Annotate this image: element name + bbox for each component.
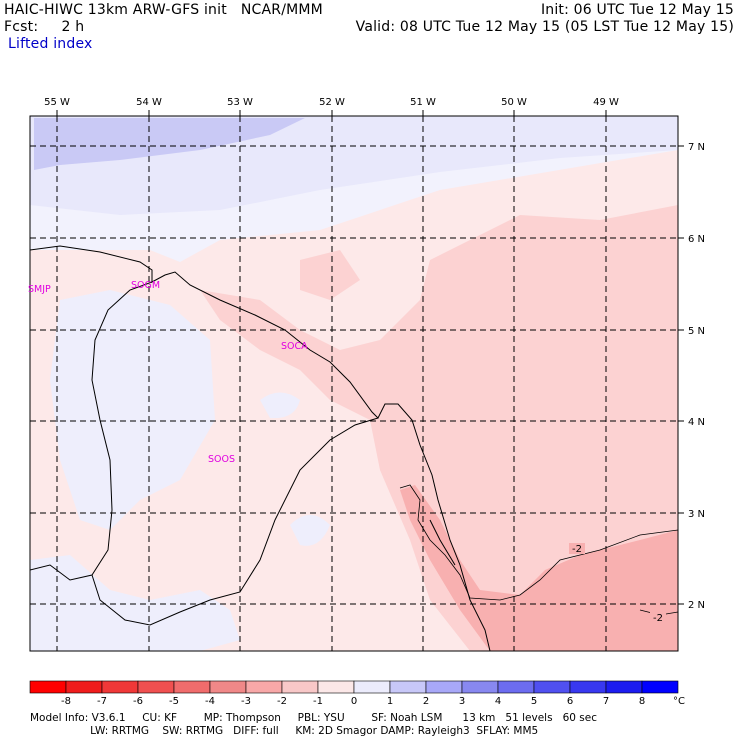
station-label-soca: SOCA xyxy=(281,341,308,352)
station-label-sogm: SOGM xyxy=(131,280,160,291)
legend-tick: -7 xyxy=(97,696,107,707)
lon-label: 51 W xyxy=(410,97,436,108)
legend-tick-labels: -8 -7 -6 -5 -4 -3 -2 -1 0 1 2 3 4 5 6 7 … xyxy=(61,696,685,707)
latitude-labels: 7 N 6 N 5 N 4 N 3 N 2 N xyxy=(688,142,705,611)
legend-swatch xyxy=(29,680,67,694)
legend-swatch xyxy=(101,680,139,694)
lat-label: 2 N xyxy=(688,600,705,611)
legend-colorbar xyxy=(29,680,679,694)
legend-tick: -3 xyxy=(241,696,251,707)
legend-swatch xyxy=(497,680,535,694)
lat-label: 3 N xyxy=(688,509,705,520)
legend-swatch xyxy=(425,680,463,694)
legend-tick: -2 xyxy=(277,696,287,707)
legend-tick: 3 xyxy=(459,696,465,707)
legend-swatch xyxy=(281,680,319,694)
lon-label: 55 W xyxy=(44,97,70,108)
legend-swatch xyxy=(389,680,427,694)
legend-tick: 0 xyxy=(351,696,357,707)
legend-swatch xyxy=(605,680,643,694)
legend-swatch xyxy=(137,680,175,694)
map-frame xyxy=(29,115,679,652)
contour-label: -2 xyxy=(653,613,663,624)
legend-tick: -5 xyxy=(169,696,179,707)
legend-swatch xyxy=(209,680,247,694)
lat-label: 5 N xyxy=(688,326,705,337)
field-name: Lifted index xyxy=(8,36,93,52)
legend-tick: 1 xyxy=(387,696,393,707)
lat-label: 6 N xyxy=(688,234,705,245)
legend-tick: -6 xyxy=(133,696,143,707)
legend-swatch xyxy=(353,680,391,694)
station-labels: SMJP SOGM SOCA SOOS xyxy=(28,280,308,465)
legend-swatch xyxy=(173,680,211,694)
lon-label: 52 W xyxy=(319,97,345,108)
legend-swatch xyxy=(461,680,499,694)
lifted-index-shading xyxy=(30,116,678,651)
legend-tick: 5 xyxy=(531,696,537,707)
model-info-line2: LW: RRTMG SW: RRTMG DIFF: full KM: 2D Sm… xyxy=(30,725,539,737)
init-time: Init: 06 UTC Tue 12 May 15 xyxy=(540,2,734,18)
tick-marks xyxy=(56,110,684,605)
lon-label: 50 W xyxy=(501,97,527,108)
legend-unit: °C xyxy=(673,696,685,707)
model-title: HAIC-HIWC 13km ARW-GFS init NCAR/MMM xyxy=(4,2,323,18)
lon-label: 49 W xyxy=(593,97,619,108)
legend-tick: -8 xyxy=(61,696,71,707)
contour-labels: -2 -2 xyxy=(569,543,666,624)
station-label-smjp: SMJP xyxy=(28,284,51,295)
legend-tick: 4 xyxy=(495,696,501,707)
lon-label: 53 W xyxy=(227,97,253,108)
lon-label: 54 W xyxy=(136,97,162,108)
legend-swatch xyxy=(245,680,283,694)
valid-time: Valid: 08 UTC Tue 12 May 15 (05 LST Tue … xyxy=(355,19,734,35)
lat-label: 4 N xyxy=(688,417,705,428)
legend-tick: 2 xyxy=(423,696,429,707)
lat-label: 7 N xyxy=(688,142,705,153)
legend-tick: -1 xyxy=(313,696,323,707)
legend-tick: 8 xyxy=(639,696,645,707)
legend-swatch xyxy=(533,680,571,694)
longitude-labels: 55 W 54 W 53 W 52 W 51 W 50 W 49 W xyxy=(44,97,619,108)
graticule xyxy=(30,116,678,651)
legend-swatch xyxy=(317,680,355,694)
station-label-soos: SOOS xyxy=(208,454,235,465)
legend-tick: 7 xyxy=(603,696,609,707)
legend-swatch xyxy=(641,680,679,694)
legend-tick: -4 xyxy=(205,696,215,707)
contour-label: -2 xyxy=(572,544,582,555)
legend-swatch xyxy=(569,680,607,694)
model-info-line1: Model Info: V3.6.1 CU: KF MP: Thompson P… xyxy=(30,712,597,724)
legend-tick: 6 xyxy=(567,696,573,707)
forecast-hour: Fcst: 2 h xyxy=(4,19,85,35)
legend-swatch xyxy=(65,680,103,694)
